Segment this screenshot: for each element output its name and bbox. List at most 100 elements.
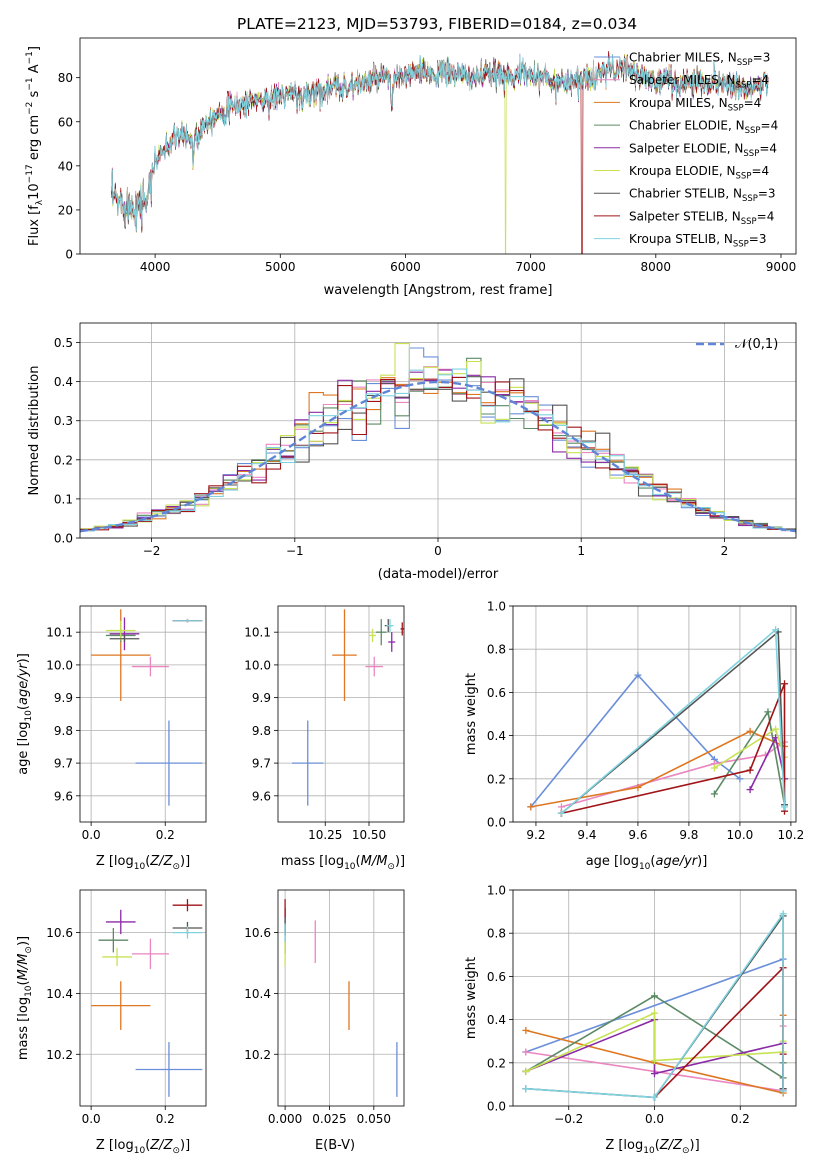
legend-entry-kroupa-stelib: Kroupa STELIB, NSSP=3: [629, 232, 767, 250]
spectrum-panel: 4000 5000 6000 7000 8000 9000 0 20 40 60 80 wavelen…: [25, 37, 797, 298]
mass-vs-z-xlabel: Z [log10(Z/Z⊙)]: [96, 1138, 190, 1156]
legend-entry-chabrier-stelib: Chabrier STELIB, NSSP=3: [629, 187, 776, 205]
normal-legend-label: 𝒩(0,1): [735, 337, 778, 352]
mass_vs_ebv-ytick-label: 10.4: [244, 987, 271, 1001]
errorbar-kroupa-elodie: [102, 947, 132, 967]
weight_vs_Z-xtick-label: −0.2: [554, 1112, 583, 1126]
age-vs-mass-xlabel: mass [log10(M/M⊙)]: [281, 854, 405, 872]
weight-vs-age-ylabel: mass weight: [464, 673, 479, 755]
spectrum-ytick-label: 20: [58, 203, 73, 217]
age_vs_mass-ytick-label: 9.8: [252, 724, 271, 738]
histogram-salpeter-miles: [80, 366, 796, 533]
age_vs_mass-xtick-label: 10.50: [352, 828, 386, 842]
spectrum-xtick-label: 6000: [390, 260, 421, 274]
age_vs_Z-ytick-label: 9.6: [54, 789, 73, 803]
age_vs_mass-xtick-label: 10.25: [308, 828, 342, 842]
age_vs_mass-ytick-label: 10.1: [244, 626, 271, 640]
weight-series-kroupa-stelib: [522, 910, 787, 1101]
age_vs_Z-xtick-label: 0.2: [156, 828, 175, 842]
figure-title: PLATE=2123, MJD=53793, FIBERID=0184, z=0…: [237, 15, 637, 33]
errorbar-kroupa-stelib: [172, 926, 203, 939]
mass_vs_ebv-ytick-label: 10.2: [244, 1048, 271, 1062]
age_vs_Z-ytick-label: 9.8: [54, 724, 73, 738]
errorbar-kroupa-miles: [91, 981, 151, 1030]
legend-entry-chabrier-elodie: Chabrier ELODIE, NSSP=4: [629, 119, 778, 137]
spectrum-xtick-label: 8000: [641, 260, 672, 274]
age-vs-z-ylabel: age [log10(age/yr)]: [16, 653, 34, 775]
spectrum-xlabel: wavelength [Angstrom, rest frame]: [324, 283, 553, 298]
weight_vs_age-ytick-label: 0.0: [487, 816, 506, 830]
weight_vs_Z-xtick-label: 0.2: [731, 1112, 750, 1126]
weight-vs-age-xlabel: age [log10(age/yr)]: [586, 854, 708, 872]
errorbar-chabrier-elodie: [376, 619, 387, 646]
age_vs_mass-grid: [278, 606, 404, 822]
spectrum-ylabel: Flux [fλ10−17 erg cm−2 s−1 A−1]: [25, 46, 45, 246]
mass-vs-ebv-xlabel: E(B-V): [315, 1138, 355, 1153]
spectrum-ytick-label: 40: [58, 159, 73, 173]
weight_vs_Z-xtick-label: 0.0: [645, 1112, 664, 1126]
normal-reference-curve: [80, 380, 796, 533]
weight_vs_Z-ytick-label: 0.6: [487, 970, 506, 984]
errorbar-chabrier-stelib: [109, 635, 140, 642]
errorbar-chabrier-miles: [135, 720, 203, 806]
residuals-ytick-label: 0.2: [54, 453, 73, 467]
weight_vs_Z-ytick-label: 0.0: [487, 1100, 506, 1114]
weight_vs_Z-ytick-label: 0.2: [487, 1056, 506, 1070]
mass_vs_ebv-xtick-label: 0.050: [357, 1112, 391, 1126]
weight_vs_Z-ytick-label: 1.0: [487, 884, 506, 898]
weight_vs_age-ytick-label: 0.8: [487, 643, 506, 657]
spectrum-xtick-label: 5000: [265, 260, 296, 274]
weight_vs_age-ytick-label: 0.2: [487, 772, 506, 786]
legend-entry-kroupa-elodie: Kroupa ELODIE, NSSP=4: [629, 164, 769, 182]
spectrum-ytick-label: 0: [65, 248, 73, 262]
residuals-ytick-label: 0.0: [54, 532, 73, 546]
weight_vs_age-ytick-label: 1.0: [487, 600, 506, 614]
weight_vs_Z-ytick-label: 0.4: [487, 1013, 506, 1027]
age_vs_mass-ytick-label: 9.6: [252, 789, 271, 803]
mass-vs-z-panel: 0.0 0.2 10.2 10.4 10.6 Z [log10(Z/Z⊙)] mass [l…: [16, 889, 207, 1156]
residuals-ytick-label: 0.4: [54, 375, 73, 389]
legend-entry-kroupa-miles: Kroupa MILES, NSSP=4: [629, 96, 761, 114]
mass_vs_ebv-ytick-label: 10.6: [244, 926, 271, 940]
mass-vs-ebv-panel: 0.000 0.025 0.050 10.2 10.4 10.6 E(B-V): [244, 889, 405, 1153]
mass_vs_Z-xtick-label: 0.2: [156, 1112, 175, 1126]
legend-entry-salpeter-elodie: Salpeter ELODIE, NSSP=4: [629, 141, 777, 159]
spectrum-ytick-label: 60: [58, 115, 73, 129]
weight_vs_age-ytick-label: 0.6: [487, 686, 506, 700]
residuals-xtick-label: 1: [577, 544, 585, 558]
weight-series-kroupa-stelib: [557, 626, 789, 817]
weight_vs_age-xtick-label: 9.4: [577, 828, 596, 842]
errorbar-salpeter-miles: [131, 656, 169, 677]
mass_vs_Z-ytick-label: 10.6: [46, 926, 73, 940]
weight_vs_age-xtick-label: 9.6: [628, 828, 647, 842]
weight_vs_Z-ytick-label: 0.8: [487, 927, 506, 941]
age_vs_mass-ytick-label: 9.7: [252, 757, 271, 771]
mass_vs_ebv-xtick-label: 0.000: [268, 1112, 302, 1126]
errorbar-chabrier-miles: [135, 1042, 203, 1097]
spectrum-ytick-label: 80: [58, 71, 73, 85]
age_vs_Z-xtick-label: 0.0: [82, 828, 101, 842]
weight-vs-z-ylabel: mass weight: [464, 957, 479, 1039]
errorbar-kroupa-elodie: [369, 628, 376, 642]
weight-vs-z-panel: −0.2 0.0 0.2 0.0 0.2 0.4 0.6 0.8 1.0 Z [log10(Z/Z…: [464, 884, 797, 1156]
errorbar-kroupa-stelib: [172, 618, 203, 623]
errorbar-salpeter-miles: [365, 656, 383, 677]
legend-entry-salpeter-stelib: Salpeter STELIB, NSSP=4: [629, 209, 774, 227]
errorbar-chabrier-elodie: [98, 928, 129, 953]
errorbar-kroupa-miles: [332, 609, 357, 701]
mass_vs_Z-ytick-label: 10.4: [46, 987, 73, 1001]
spectrum-xtick-label: 9000: [766, 260, 797, 274]
spectrum-line-kroupa-stelib: [110, 54, 769, 232]
mass_vs_ebv-grid: [278, 890, 404, 1106]
mass-vs-z-ylabel: mass [log10(M/M⊙)]: [16, 936, 34, 1060]
mass_vs_Z-xtick-label: 0.0: [82, 1112, 101, 1126]
age_vs_Z-ytick-label: 10.1: [46, 626, 73, 640]
residuals-xtick-label: 2: [721, 544, 729, 558]
mass_vs_Z-ytick-label: 10.2: [46, 1048, 73, 1062]
residuals-xtick-label: −2: [143, 544, 161, 558]
errorbar-salpeter-stelib: [400, 622, 404, 636]
errorbar-salpeter-elodie: [388, 632, 396, 652]
errorbar-salpeter-elodie: [109, 617, 140, 651]
spectrum-legend: Chabrier MILES, NSSP=3 Salpeter MILES, NS…: [594, 51, 778, 250]
